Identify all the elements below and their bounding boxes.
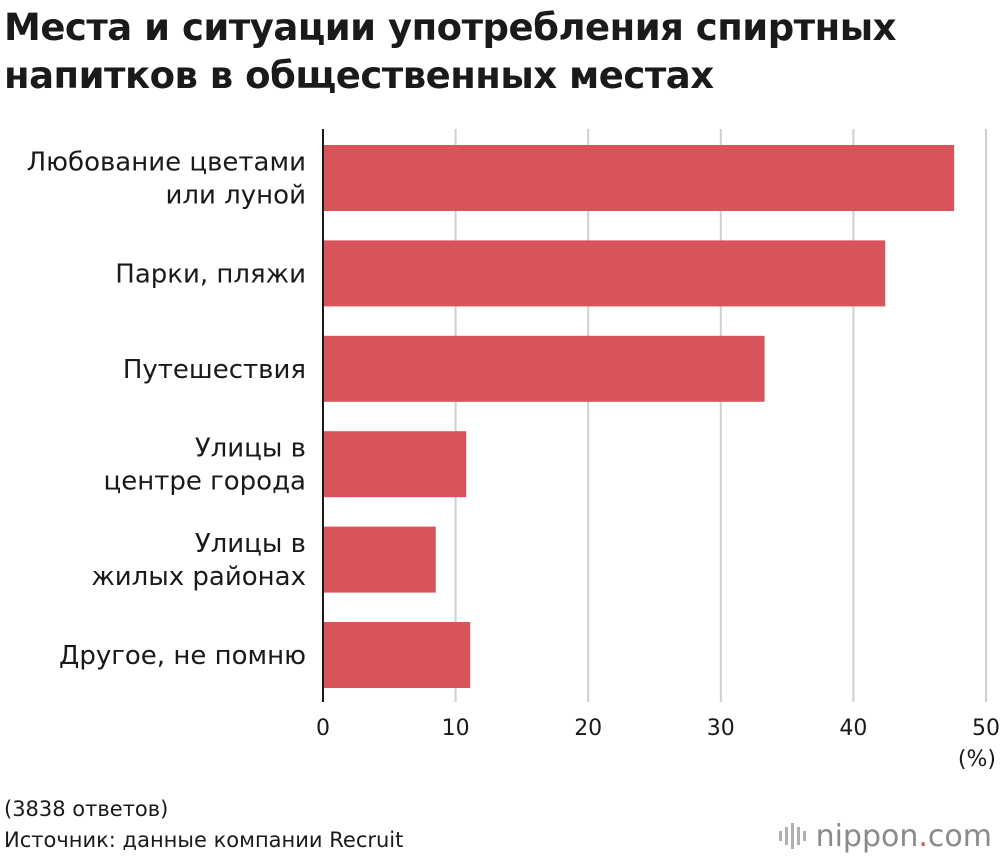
logo-brand: nippon [815, 818, 919, 854]
bar [323, 526, 436, 593]
logo-dot: . [918, 818, 928, 854]
category-label: Улицы в [195, 529, 306, 559]
x-tick-label: 40 [839, 716, 867, 741]
x-tick-label: 50 [972, 716, 1000, 741]
chart-title: Места и ситуации употребления спиртных н… [4, 6, 897, 97]
response-count: (3838 ответов) [4, 797, 169, 821]
category-label: Любование цветами [27, 148, 306, 178]
x-tick-label: 20 [574, 716, 602, 741]
logo-domain: com [927, 818, 992, 854]
footer: (3838 ответов) Источник: данные компании… [4, 794, 403, 856]
logo-mark-icon [778, 823, 806, 849]
category-label: Улицы в [195, 434, 306, 464]
bar [323, 431, 467, 498]
x-unit-label: (%) [958, 747, 996, 772]
category-label: или луной [166, 181, 307, 211]
bar [323, 145, 955, 211]
category-label: жилых районах [91, 562, 306, 592]
bars [323, 145, 955, 688]
x-tick-label: 30 [707, 716, 735, 741]
bar [323, 240, 886, 307]
nippon-logo[interactable]: nippon. com [778, 816, 992, 856]
source-note: Источник: данные компании Recruit [4, 828, 404, 852]
bar [323, 622, 471, 688]
bar [323, 335, 765, 402]
category-label: Путешествия [123, 355, 306, 385]
x-tick-labels: 0 10 20 30 40 50 [316, 716, 1000, 741]
x-tick-label: 0 [316, 716, 330, 741]
gridlines [454, 129, 987, 702]
x-tick-label: 10 [442, 716, 470, 741]
category-label: центре города [104, 467, 307, 497]
category-label: Другое, не помню [59, 641, 306, 671]
category-label: Парки, пляжи [115, 259, 306, 289]
